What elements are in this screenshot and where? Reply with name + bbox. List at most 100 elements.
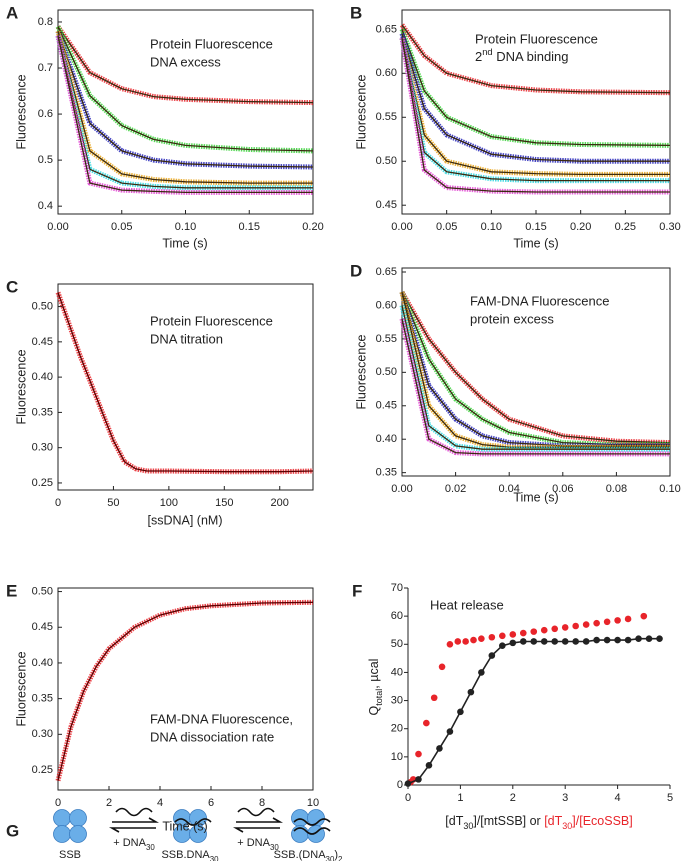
x-axis-label: [ssDNA] (nM)	[148, 513, 223, 527]
y-tick-label: 0.40	[32, 657, 53, 669]
data-point	[404, 780, 412, 787]
data-point	[561, 624, 569, 631]
y-tick-label: 0.40	[32, 371, 53, 383]
fit-line	[401, 37, 670, 176]
data-point	[425, 762, 433, 769]
data-point	[454, 638, 462, 645]
fit-line	[401, 24, 671, 94]
annotation: Protein Fluorescence	[150, 313, 273, 328]
x-axis-label: Time (s)	[162, 236, 207, 250]
y-tick-label: 30	[391, 694, 403, 706]
fit-line	[57, 601, 314, 781]
x-tick-label: 0.15	[239, 221, 260, 233]
y-tick-label: 0.55	[376, 111, 397, 123]
y-tick-label: 70	[391, 582, 403, 594]
data-point	[438, 663, 446, 671]
data-point	[530, 638, 538, 645]
plot-frame	[57, 587, 314, 791]
y-tick-label: 0.60	[376, 299, 397, 311]
data-point	[488, 652, 496, 659]
data-point	[561, 638, 569, 645]
species-label-part: 30	[210, 855, 219, 861]
fit-line	[57, 35, 313, 189]
data-point	[645, 635, 653, 642]
y-tick-label: 10	[391, 751, 403, 763]
x-tick-label: 0	[55, 797, 61, 809]
species-label-part: )	[334, 849, 338, 861]
data-point	[499, 642, 506, 649]
panel-letter: G	[6, 821, 19, 840]
fit-line	[57, 30, 314, 168]
data-point	[470, 636, 477, 644]
data-point	[551, 625, 559, 633]
species-label-part: 30	[326, 855, 335, 861]
y-tick-label: 50	[391, 638, 403, 650]
data-point	[509, 631, 517, 638]
data-point	[509, 639, 517, 647]
annotation: Protein Fluorescence	[150, 36, 273, 51]
x-tick-label: 10	[307, 797, 319, 809]
data-trace	[399, 28, 671, 148]
fit-line	[401, 29, 671, 147]
x-tick-label: 50	[107, 497, 119, 509]
species-label-part: SSB.DNA	[161, 849, 210, 861]
annotation-part: nd	[482, 47, 492, 57]
y-tick-label: 0.35	[32, 406, 53, 418]
data-point	[446, 640, 454, 648]
annotation: 2nd DNA binding	[475, 47, 569, 64]
y-tick-label: 0.25	[32, 764, 53, 776]
reagent-label-part: 30	[270, 843, 279, 852]
annotation-part: DNA binding	[493, 49, 569, 64]
y-tick-label: 0.50	[376, 155, 397, 167]
fit-line	[401, 37, 670, 182]
x-tick-label: 1	[457, 792, 463, 804]
data-point	[551, 638, 559, 645]
y-tick-label: 0.45	[376, 199, 397, 211]
fit-line	[57, 26, 314, 152]
data-point	[423, 719, 430, 727]
x-tick-label: 8	[259, 797, 265, 809]
x-tick-label: 0.10	[659, 483, 680, 495]
diagram-lines	[108, 807, 331, 835]
y-tick-label: 0	[397, 779, 403, 791]
fit-line	[57, 292, 314, 473]
y-tick-label: 0.30	[32, 442, 53, 454]
x-tick-label: 0.02	[445, 483, 466, 495]
data-point	[540, 626, 548, 634]
panel-letter: F	[352, 581, 362, 600]
x-tick-label: 0	[405, 792, 411, 804]
y-axis-label: Qtotal, µcal	[367, 659, 384, 716]
y-tick-label: 0.45	[376, 400, 397, 412]
reagent-label-part: 30	[146, 843, 155, 852]
x-tick-label: 0.15	[525, 221, 546, 233]
annotation: DNA titration	[150, 331, 223, 346]
x-tick-label: 3	[562, 792, 568, 804]
x-axis-label-part: 30	[463, 821, 473, 831]
x-tick-label: 6	[208, 797, 214, 809]
reagent-label: + DNA30	[237, 837, 279, 852]
y-tick-label: 0.65	[376, 23, 397, 35]
data-point	[499, 632, 506, 640]
fit-line	[57, 26, 314, 104]
data-point	[540, 638, 548, 645]
x-tick-label: 0.06	[552, 483, 573, 495]
panel-letter: B	[350, 3, 362, 22]
y-tick-label: 0.5	[38, 154, 53, 166]
x-tick-label: 4	[615, 792, 621, 804]
fit-line	[407, 637, 660, 785]
data-point	[446, 728, 454, 735]
annotation: DNA excess	[150, 54, 221, 69]
x-tick-label: 0.10	[481, 221, 502, 233]
x-tick-label: 0.20	[302, 221, 323, 233]
data-point	[519, 629, 527, 637]
fit-line	[401, 318, 670, 455]
data-point	[415, 776, 422, 783]
y-tick-label: 40	[391, 666, 403, 678]
y-axis-label: Fluorescence	[14, 349, 28, 424]
x-tick-label: 200	[271, 497, 289, 509]
x-tick-label: 0.05	[436, 221, 457, 233]
panel-letter: E	[6, 581, 17, 600]
data-point	[656, 635, 663, 642]
y-tick-label: 0.40	[376, 433, 397, 445]
